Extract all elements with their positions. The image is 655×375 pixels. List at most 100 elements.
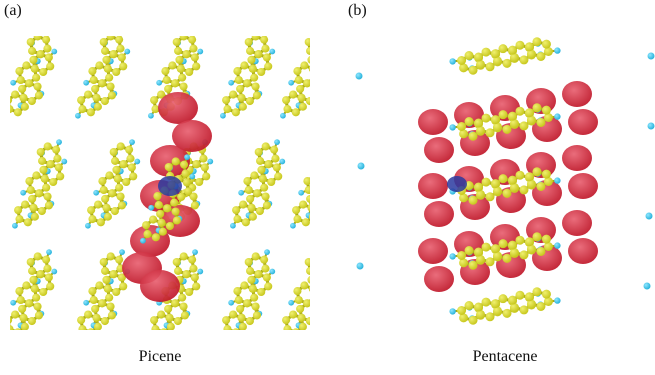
carbon-atom bbox=[485, 312, 495, 322]
carbon-atom bbox=[262, 273, 271, 282]
carbon-atom bbox=[192, 62, 201, 71]
carbon-atom bbox=[261, 264, 270, 273]
carbon-atom bbox=[247, 55, 256, 64]
carbon-atom bbox=[179, 36, 188, 41]
carbon-atom bbox=[116, 192, 125, 201]
carbon-atom bbox=[493, 122, 503, 132]
hydrogen-atom bbox=[156, 79, 163, 86]
hydrogen-atom bbox=[554, 47, 561, 54]
carbon-atom bbox=[493, 251, 503, 261]
carbon-atom bbox=[112, 165, 121, 174]
carbon-atom bbox=[36, 148, 45, 157]
carbon-atom bbox=[464, 117, 474, 127]
carbon-atom bbox=[541, 289, 551, 299]
carbon-atom bbox=[46, 282, 55, 291]
carbon-atom bbox=[474, 182, 484, 192]
panel-b-pentacene-structure bbox=[355, 36, 655, 330]
carbon-atom bbox=[181, 169, 190, 178]
panel-b-label: (b) bbox=[348, 2, 367, 19]
carbon-atom bbox=[16, 295, 25, 305]
carbon-atom bbox=[481, 47, 491, 57]
defect-site bbox=[158, 176, 182, 196]
carbon-atom bbox=[303, 79, 310, 88]
carbon-atom bbox=[119, 282, 128, 291]
carbon-atom bbox=[117, 53, 126, 62]
carbon-atom bbox=[88, 287, 97, 296]
carbon-atom bbox=[264, 160, 273, 169]
carbon-atom bbox=[238, 102, 247, 111]
carbon-atom bbox=[98, 177, 107, 186]
hydrogen-atom bbox=[192, 249, 198, 256]
carbon-atom bbox=[77, 316, 86, 325]
carbon-atom bbox=[296, 84, 305, 93]
carbon-atom bbox=[464, 301, 474, 311]
carbon-atom bbox=[33, 82, 42, 91]
carbon-atom bbox=[300, 281, 309, 290]
carbon-atom bbox=[44, 273, 53, 282]
carbon-atom bbox=[261, 142, 270, 151]
carbon-atom bbox=[117, 273, 126, 282]
carbon-atom bbox=[229, 90, 238, 99]
carbon-atom bbox=[26, 185, 35, 195]
panel-b-caption: Pentacene bbox=[472, 348, 538, 365]
carbon-atom bbox=[491, 244, 501, 254]
carbon-atom bbox=[308, 213, 310, 220]
carbon-atom bbox=[28, 266, 37, 275]
carbon-atom bbox=[116, 142, 125, 151]
carbon-atom bbox=[179, 252, 188, 261]
carbon-atom bbox=[493, 306, 503, 316]
carbon-atom bbox=[175, 55, 184, 64]
carbon-atom bbox=[234, 295, 243, 305]
carbon-atom bbox=[459, 313, 469, 323]
carbon-atom bbox=[307, 276, 310, 284]
carbon-atom bbox=[481, 177, 491, 187]
carbon-atom bbox=[43, 44, 52, 53]
carbon-atom bbox=[15, 287, 24, 296]
carbon-atom bbox=[99, 185, 108, 195]
carbon-atom bbox=[264, 282, 273, 291]
carbon-atom bbox=[157, 90, 166, 99]
carbon-atom bbox=[84, 90, 93, 99]
carbon-atom bbox=[541, 169, 551, 179]
carbon-atom bbox=[25, 79, 34, 88]
carbon-atom bbox=[89, 75, 98, 85]
carbon-atom bbox=[481, 242, 491, 252]
carbon-atom bbox=[457, 305, 467, 315]
carbon-atom bbox=[115, 183, 124, 192]
carbon-atom bbox=[38, 156, 47, 165]
carbon-atom bbox=[33, 36, 42, 41]
isosurface-lobe bbox=[568, 109, 598, 135]
carbon-atom bbox=[149, 215, 158, 224]
carbon-atom bbox=[502, 58, 512, 68]
hydrogen-atom bbox=[148, 204, 155, 211]
carbon-atom bbox=[254, 270, 263, 279]
carbon-atom bbox=[151, 325, 160, 330]
carbon-atom bbox=[509, 53, 519, 63]
carbon-atom bbox=[13, 108, 22, 117]
carbon-atom bbox=[498, 174, 508, 184]
carbon-atom bbox=[233, 67, 242, 76]
isosurface-lobe bbox=[424, 201, 454, 227]
carbon-atom bbox=[100, 317, 109, 326]
carbon-atom bbox=[172, 38, 181, 47]
carbon-atom bbox=[293, 215, 302, 224]
carbon-atom bbox=[306, 46, 310, 55]
carbon-atom bbox=[524, 292, 534, 302]
panel-a-picene-structure bbox=[10, 36, 310, 330]
carbon-atom bbox=[36, 50, 45, 59]
carbon-atom bbox=[509, 303, 519, 313]
carbon-atom bbox=[92, 313, 101, 322]
carbon-atom bbox=[164, 304, 173, 313]
carbon-atom bbox=[32, 171, 41, 180]
carbon-atom bbox=[519, 121, 529, 131]
carbon-atom bbox=[251, 252, 260, 261]
carbon-atom bbox=[11, 310, 20, 319]
carbon-atom bbox=[283, 325, 292, 330]
carbon-atom bbox=[21, 200, 30, 209]
hydrogen-atom bbox=[83, 79, 90, 86]
carbon-atom bbox=[519, 305, 529, 315]
carbon-atom bbox=[28, 194, 37, 203]
hydrogen-atom bbox=[56, 139, 62, 146]
carbon-atom bbox=[150, 316, 159, 325]
carbon-atom bbox=[229, 310, 238, 319]
